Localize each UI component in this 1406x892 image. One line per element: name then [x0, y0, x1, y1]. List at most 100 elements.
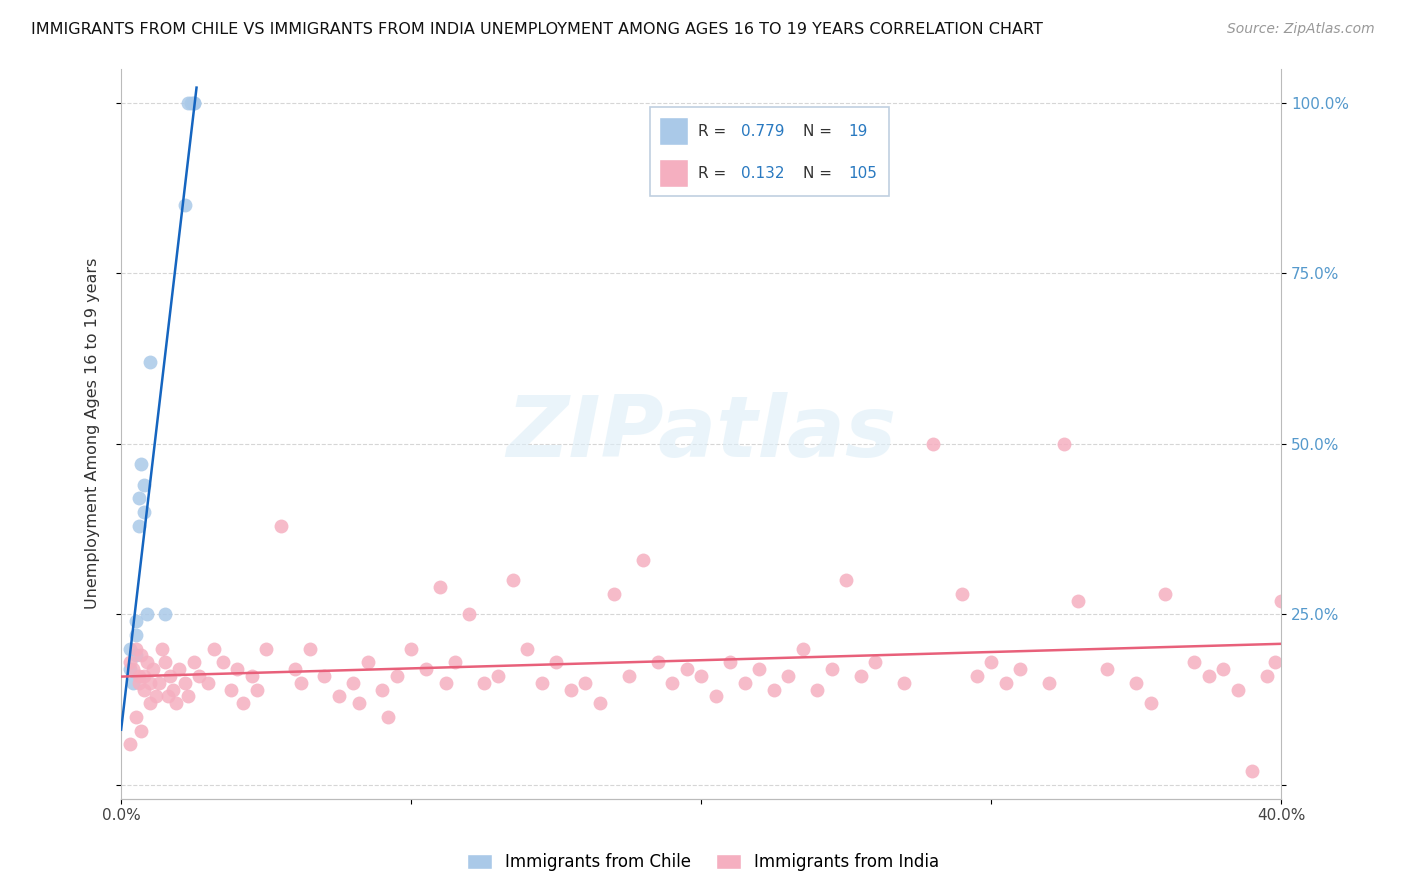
Point [314, 669, 336, 683]
Point [183, 95, 205, 110]
Point [134, 682, 156, 697]
Point [131, 458, 153, 472]
Point [167, 662, 190, 676]
Point [603, 587, 626, 601]
Point [232, 696, 254, 710]
Point [202, 641, 225, 656]
Point [502, 574, 524, 588]
Text: ZIPatlas: ZIPatlas [506, 392, 896, 475]
Text: 19: 19 [849, 124, 868, 138]
Point [647, 655, 669, 669]
Point [139, 696, 162, 710]
Point [221, 682, 243, 697]
Point [588, 696, 610, 710]
Point [162, 682, 184, 697]
Point [298, 641, 321, 656]
Point [1182, 655, 1205, 669]
Text: N =: N = [803, 166, 837, 180]
Point [748, 662, 770, 676]
Point [675, 662, 697, 676]
Point [284, 662, 307, 676]
Point [328, 690, 350, 704]
Text: N =: N = [803, 124, 837, 138]
Point [1095, 662, 1118, 676]
Point [136, 607, 159, 622]
Point [118, 641, 141, 656]
Point [762, 682, 785, 697]
Point [136, 655, 159, 669]
Point [661, 675, 683, 690]
Point [472, 675, 495, 690]
Point [159, 669, 181, 683]
Point [560, 682, 582, 697]
Text: 0.132: 0.132 [741, 166, 785, 180]
Text: IMMIGRANTS FROM CHILE VS IMMIGRANTS FROM INDIA UNEMPLOYMENT AMONG AGES 16 TO 19 : IMMIGRANTS FROM CHILE VS IMMIGRANTS FROM… [31, 22, 1043, 37]
Point [690, 669, 713, 683]
Bar [659, 159, 688, 187]
Point [486, 669, 509, 683]
Point [950, 587, 973, 601]
Point [134, 669, 156, 683]
Point [124, 628, 146, 642]
Point [342, 675, 364, 690]
Point [165, 696, 187, 710]
Point [893, 675, 915, 690]
Point [121, 662, 143, 676]
Point [415, 662, 437, 676]
Point [118, 655, 141, 669]
Point [458, 607, 481, 622]
Point [118, 662, 141, 676]
Point [131, 648, 153, 663]
Point [966, 669, 988, 683]
Point [385, 669, 408, 683]
Point [174, 198, 197, 212]
Point [290, 675, 312, 690]
Point [734, 675, 756, 690]
Legend: Immigrants from Chile, Immigrants from India: Immigrants from Chile, Immigrants from I… [458, 845, 948, 880]
Point [183, 655, 205, 669]
Point [148, 675, 170, 690]
Point [1264, 655, 1286, 669]
Point [153, 607, 176, 622]
Point [806, 682, 828, 697]
Point [177, 690, 200, 704]
Point [174, 675, 197, 690]
Point [516, 641, 538, 656]
Point [128, 491, 150, 506]
Point [371, 682, 394, 697]
Point [145, 690, 167, 704]
Point [124, 710, 146, 724]
Point [617, 669, 640, 683]
Point [778, 669, 800, 683]
Point [863, 655, 886, 669]
Point [1038, 675, 1060, 690]
Point [142, 662, 165, 676]
Point [356, 655, 378, 669]
Point [1256, 669, 1278, 683]
Y-axis label: Unemployment Among Ages 16 to 19 years: Unemployment Among Ages 16 to 19 years [86, 258, 100, 609]
Point [128, 675, 150, 690]
Point [134, 478, 156, 492]
Point [1052, 437, 1074, 451]
Point [820, 662, 842, 676]
Point [574, 675, 596, 690]
Point [246, 682, 269, 697]
Point [704, 690, 727, 704]
Point [139, 675, 162, 690]
Point [124, 648, 146, 663]
Point [443, 655, 465, 669]
Point [197, 675, 219, 690]
FancyBboxPatch shape [650, 107, 890, 196]
Point [121, 675, 143, 690]
Text: R =: R = [697, 124, 731, 138]
Text: Source: ZipAtlas.com: Source: ZipAtlas.com [1227, 22, 1375, 37]
Point [124, 615, 146, 629]
Point [226, 662, 249, 676]
Point [429, 580, 451, 594]
Point [718, 655, 741, 669]
Point [1010, 662, 1032, 676]
Point [1212, 662, 1234, 676]
Point [153, 655, 176, 669]
Point [139, 355, 162, 369]
Point [994, 675, 1017, 690]
